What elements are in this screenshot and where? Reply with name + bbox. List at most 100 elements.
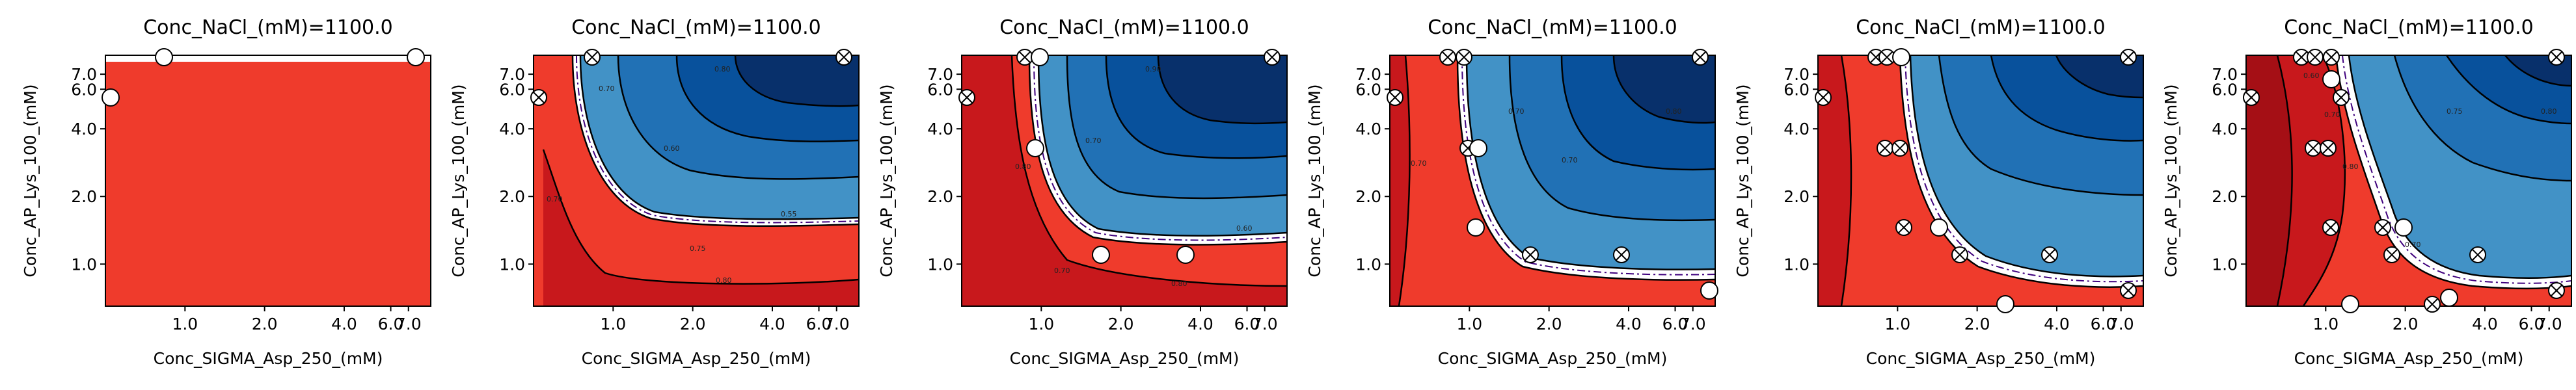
data-point-x: [2374, 219, 2391, 236]
fail-region: [105, 62, 431, 306]
contour-labels: 0.80 0.90 0.70 0.60 0.70 0.80: [1015, 65, 1253, 288]
y-tick-label: 4.0: [71, 120, 97, 138]
y-axis-label: Conc_AP_Lys_100_(mM): [21, 84, 40, 277]
data-point-open: [407, 48, 425, 66]
contour-label: 0.80: [716, 276, 732, 285]
probability-line: [1033, 55, 1287, 241]
data-point-x: [2469, 246, 2486, 263]
data-point-open: [1031, 48, 1049, 66]
y-axis-label: Conc_AP_Lys_100_(mM): [449, 84, 468, 277]
contour-panel-6: Conc_NaCl_(mM)=1100.0 0.60 0.70 0.80 0.7…: [2162, 16, 2572, 368]
contour-line: [734, 55, 859, 107]
contour-line: [1990, 55, 2143, 142]
contour-line: [2348, 55, 2571, 280]
data-points: [958, 48, 1281, 264]
data-point-x: [1456, 49, 1472, 66]
data-point-x: [1016, 49, 1033, 66]
y-tick-label: 2.0: [2212, 187, 2238, 206]
contour-panel-4: Conc_NaCl_(mM)=1100.0 0.70 0.70 0.70 0.8…: [1305, 16, 1718, 368]
data-point-x: [1387, 89, 1403, 106]
y-tick-label: 6.0: [1355, 80, 1381, 99]
panel-title: Conc_NaCl_(mM)=1100.0: [571, 16, 821, 39]
x-tick-label: 7.0: [396, 315, 422, 333]
x-tick-label: 7.0: [1680, 315, 1706, 333]
y-axis-label: Conc_AP_Lys_100_(mM): [877, 84, 896, 277]
x-tick-label: 4.0: [1616, 315, 1642, 333]
data-points: [1387, 49, 1718, 300]
y-tick-label: 6.0: [2212, 80, 2238, 99]
data-point-x: [2320, 140, 2337, 157]
contour-label: 0.55: [781, 210, 797, 218]
contour-label: 0.75: [690, 244, 706, 253]
data-point-open: [2394, 218, 2413, 237]
data-point-x: [2041, 246, 2058, 263]
y-tick-label: 6.0: [927, 80, 953, 99]
y-tick-label: 7.0: [1783, 65, 1810, 84]
data-point-x: [2305, 140, 2322, 157]
x-tick-label: 2.0: [252, 315, 278, 333]
data-point-open: [2341, 295, 2359, 313]
data-point-x: [835, 49, 852, 66]
data-point-x: [2243, 89, 2260, 106]
x-axis-label: Conc_SIGMA_Asp_250_(mM): [582, 349, 811, 368]
contour-panel-2: Conc_NaCl_(mM)=1100.0 0.80 0.70 0.60 0.5…: [449, 16, 860, 368]
contour-label: 0.70: [547, 195, 563, 203]
data-point-x: [1439, 49, 1456, 66]
data-point-x: [584, 49, 601, 66]
contour-line: [1508, 55, 1715, 222]
x-axis-label: Conc_SIGMA_Asp_250_(mM): [2294, 349, 2524, 368]
y-tick-label: 4.0: [499, 120, 525, 138]
contour-label: 0.60: [664, 144, 680, 153]
probability-line: [576, 55, 859, 224]
data-points: [530, 49, 852, 106]
y-tick-label: 4.0: [1783, 120, 1810, 138]
x-tick-label: 1.0: [600, 315, 626, 333]
data-point-x: [958, 89, 975, 106]
y-tick-label: 7.0: [71, 65, 97, 84]
x-tick-label: 7.0: [2536, 315, 2562, 333]
contour-label: 0.60: [2303, 72, 2320, 80]
data-points: [102, 48, 425, 107]
contour-label: 0.80: [1015, 162, 1031, 171]
y-tick-label: 6.0: [71, 80, 97, 99]
data-point-open: [155, 48, 173, 66]
probability-line: [1461, 55, 1715, 276]
y-tick-label: 4.0: [2212, 120, 2238, 138]
data-point-open: [1467, 218, 1485, 237]
x-tick-label: 6.0: [1234, 315, 1260, 333]
data-point-x: [1264, 49, 1281, 66]
probability-line: [2342, 55, 2571, 284]
contour-line: [1840, 55, 1852, 306]
pass-region-darkest: [1614, 55, 1715, 124]
data-point-x: [2120, 49, 2137, 66]
contour-line: [1157, 55, 1287, 125]
contour-label: 0.70: [1562, 156, 1578, 164]
x-axis-label: Conc_SIGMA_Asp_250_(mM): [154, 349, 383, 368]
data-point-x: [2120, 282, 2137, 299]
data-point-x: [1815, 89, 1832, 106]
y-tick-label: 4.0: [1355, 120, 1381, 138]
plot-frame: [961, 55, 1288, 307]
x-tick-label: 4.0: [331, 315, 357, 333]
panel-title: Conc_NaCl_(mM)=1100.0: [143, 16, 393, 39]
contour-panel-1: Conc_NaCl_(mM)=1100.0 Conc_SIGMA_Asp_250…: [21, 16, 431, 368]
y-tick-label: 2.0: [499, 187, 525, 206]
contour-line: [1909, 55, 2143, 278]
data-point-open: [1092, 246, 1110, 264]
data-point-open: [1176, 246, 1195, 264]
data-point-x: [1692, 49, 1709, 66]
contour-label: 0.70: [1085, 136, 1102, 145]
data-point-x: [1522, 246, 1539, 263]
x-tick-label: 4.0: [1187, 315, 1213, 333]
contour-line: [1105, 55, 1287, 159]
data-point-open: [1026, 139, 1044, 157]
panel-title: Conc_NaCl_(mM)=1100.0: [1428, 16, 1677, 39]
contour-line: [2276, 55, 2293, 306]
data-point-open: [2322, 70, 2340, 88]
probability-line: [1905, 55, 2143, 283]
panel-title: Conc_NaCl_(mM)=1100.0: [1856, 16, 2106, 39]
x-tick-label: 7.0: [1252, 315, 1278, 333]
pass-region-darkest: [1158, 55, 1287, 124]
x-tick-label: 6.0: [2091, 315, 2117, 333]
data-point-open: [1700, 281, 1718, 300]
